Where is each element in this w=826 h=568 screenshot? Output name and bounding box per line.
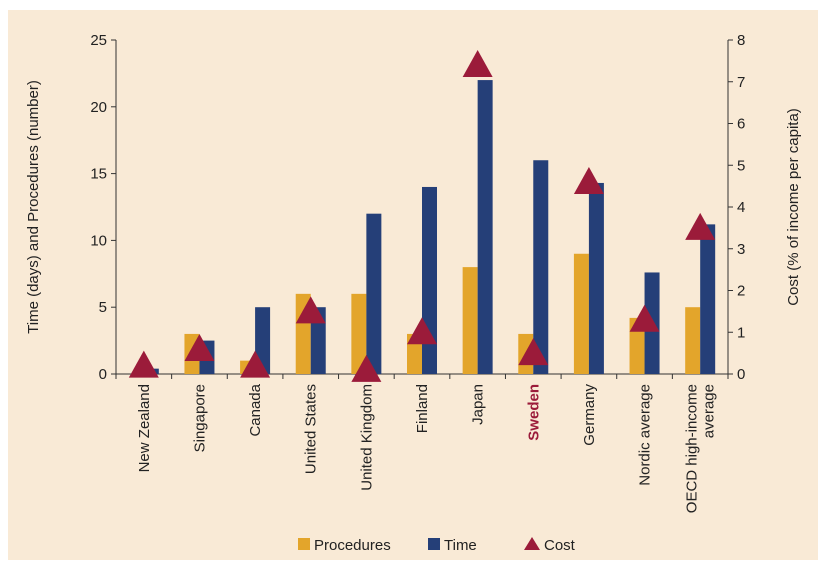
category-label: Nordic average [637, 384, 654, 486]
category-label: Singapore [191, 384, 208, 452]
time-bar [700, 224, 716, 374]
category-label: United Kingdom [358, 384, 375, 491]
right-tick-label: 3 [737, 241, 745, 258]
cost-markers-group [128, 50, 716, 382]
time-bar [310, 307, 326, 374]
category-label: New Zealand [136, 384, 153, 472]
right-tick-label: 4 [737, 199, 745, 216]
tick-group: 0 5 10 15 20 25 0 1 2 3 4 5 6 7 8 [90, 32, 745, 383]
cost-marker [573, 166, 604, 194]
category-label: United States [303, 384, 320, 474]
chart-svg: 0 5 10 15 20 25 0 1 2 3 4 5 6 7 8 New Zealand Singapore… [25, 32, 802, 554]
cost-marker [351, 354, 382, 382]
category-labels-group: New Zealand Singapore Canada United States U… [136, 383, 718, 513]
cost-marker [462, 50, 493, 78]
time-bar [533, 160, 549, 374]
legend-procedures-swatch [298, 538, 310, 550]
right-tick-label: 8 [737, 32, 745, 49]
procedures-bar [351, 293, 367, 374]
time-bar [255, 307, 271, 374]
procedures-bar [462, 267, 478, 374]
left-tick-label: 20 [90, 99, 107, 116]
legend-cost-triangle [524, 537, 540, 550]
left-tick-label: 0 [99, 366, 107, 383]
legend-cost-label: Cost [544, 537, 576, 554]
category-label: Canada [247, 383, 264, 436]
cost-marker [295, 296, 326, 324]
cost-marker [685, 212, 716, 240]
legend-time-swatch [428, 538, 440, 550]
left-tick-label: 25 [90, 32, 107, 49]
right-axis-title: Cost (% of income per capita) [785, 108, 802, 306]
right-tick-label: 5 [737, 157, 745, 174]
category-label: Finland [414, 384, 431, 433]
legend-time-label: Time [444, 537, 477, 554]
cost-marker [518, 338, 549, 366]
right-tick-label: 6 [737, 116, 745, 133]
time-bar [477, 80, 493, 374]
cost-marker [128, 350, 159, 378]
time-bar [366, 213, 382, 374]
cost-marker [407, 317, 437, 345]
time-bar [588, 182, 604, 374]
bars-group [143, 80, 716, 374]
category-label: average [701, 384, 718, 438]
cost-marker [629, 304, 660, 332]
category-label: Germany [581, 384, 598, 446]
left-tick-label: 5 [99, 299, 107, 316]
right-tick-label: 7 [737, 74, 745, 91]
procedures-bar [573, 253, 589, 374]
procedures-bar [685, 307, 701, 374]
legend-procedures-label: Procedures [314, 537, 391, 554]
cost-marker [184, 333, 215, 361]
category-label: Sweden [525, 384, 542, 441]
right-tick-label: 2 [737, 283, 745, 300]
legend: Procedures Time Cost [298, 537, 576, 554]
left-tick-label: 10 [90, 232, 107, 249]
category-label: Japan [470, 384, 487, 425]
left-tick-label: 15 [90, 166, 107, 183]
right-tick-label: 0 [737, 366, 745, 383]
time-bar [422, 186, 437, 374]
chart-container: 0 5 10 15 20 25 0 1 2 3 4 5 6 7 8 New Zealand Singapore… [8, 10, 818, 560]
right-tick-label: 1 [737, 324, 745, 341]
cost-marker [240, 350, 271, 378]
procedures-bar [629, 317, 645, 374]
left-axis-title: Time (days) and Procedures (number) [25, 80, 42, 334]
category-label: OECD high-income [684, 384, 701, 513]
